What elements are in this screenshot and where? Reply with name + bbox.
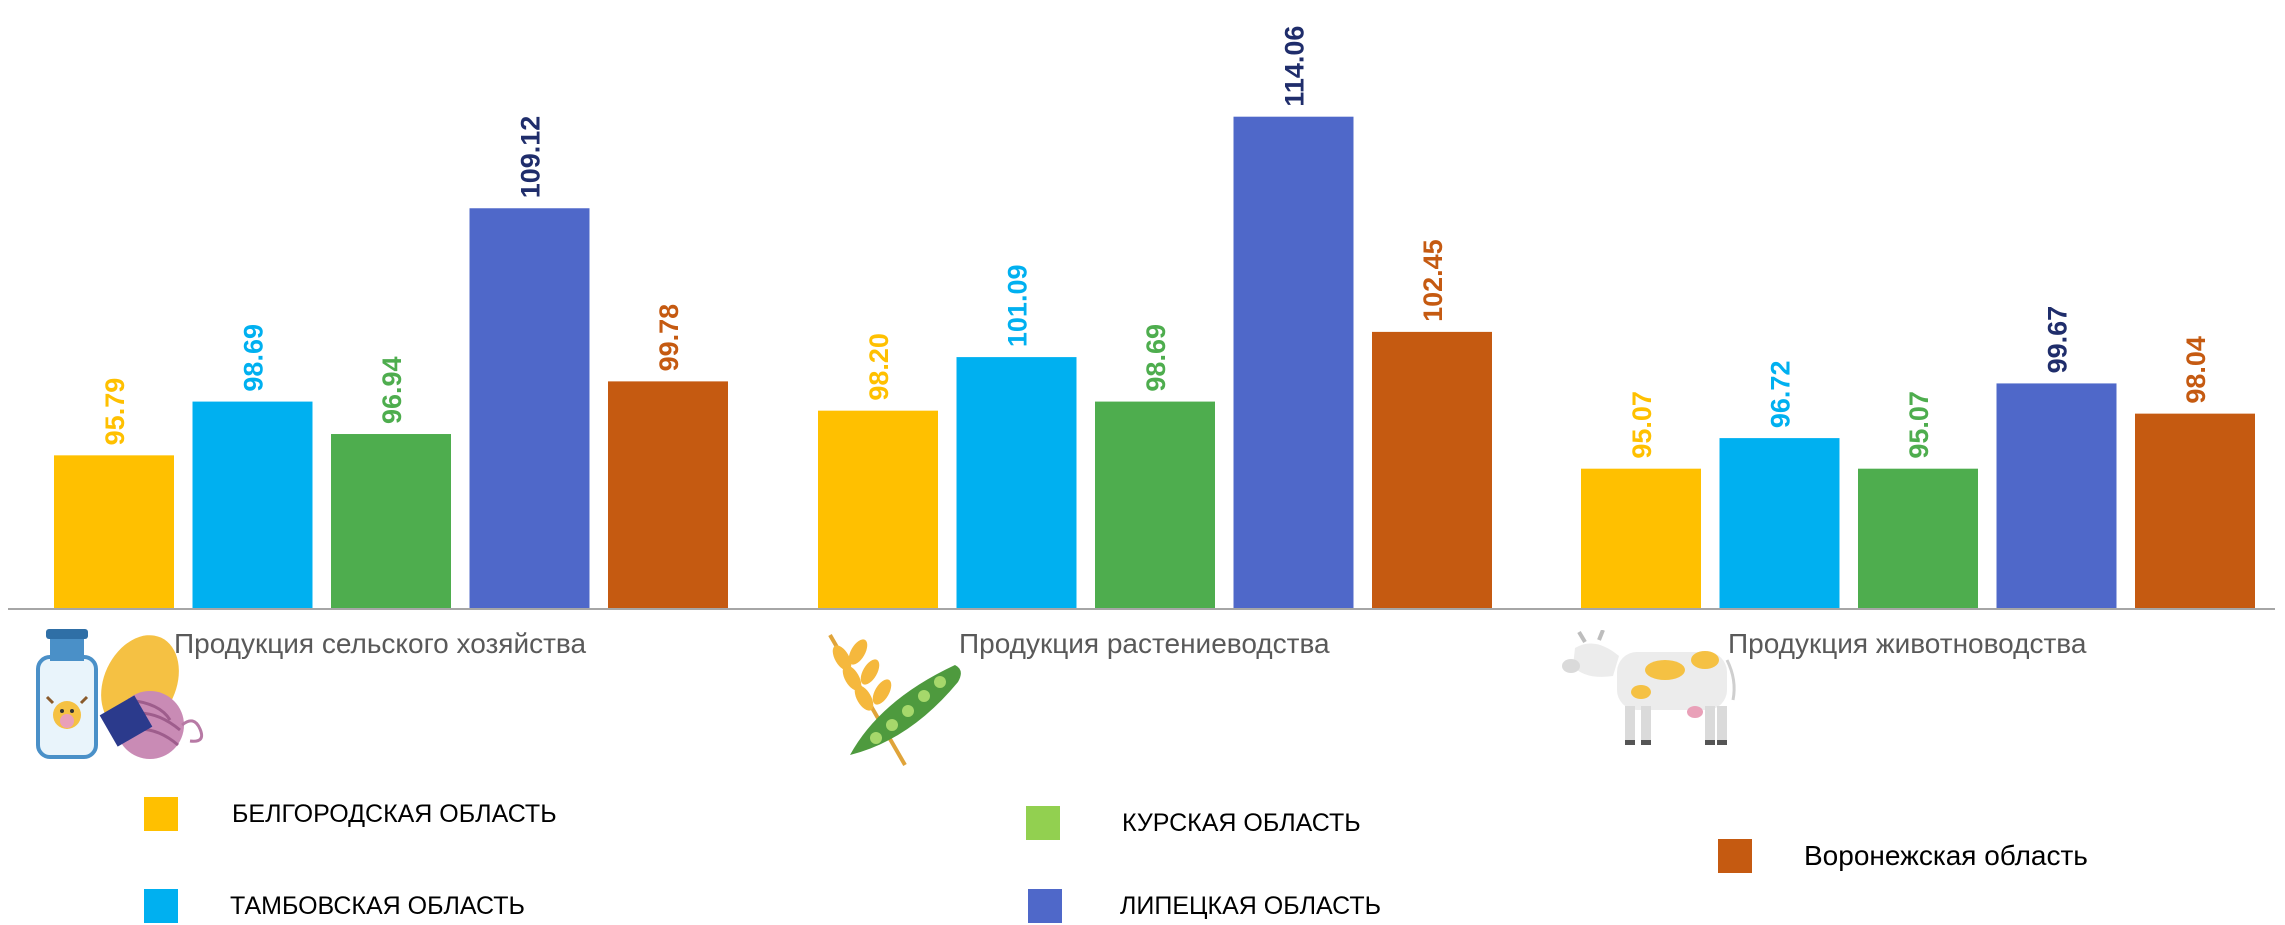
legend-item-lipetsk: ЛИПЕЦКАЯ ОБЛАСТЬ [1028,889,1381,923]
legend-label-lipetsk: ЛИПЕЦКАЯ ОБЛАСТЬ [1120,891,1382,920]
bar-livestock-belgorod [1581,468,1701,609]
category-label-agriculture: Продукция сельского хозяйства [174,628,587,659]
value-label-crops-voronezh: 102.45 [1418,239,1448,322]
legend-item-belgorod: БЕЛГОРОДСКАЯ ОБЛАСТЬ [144,797,557,831]
bars-group [54,116,2255,609]
legend-label-kursk: КУРСКАЯ ОБЛАСТЬ [1122,808,1361,837]
legend-swatch-belgorod [144,797,178,831]
legend-label-voronezh: Воронежская область [1804,840,2088,871]
bar-livestock-tambov [1719,438,1840,609]
legend-swatch-lipetsk [1028,889,1062,923]
wheat-pea-icon [828,634,961,766]
bar-agriculture-lipetsk [469,208,590,609]
legend-item-tambov: ТАМБОВСКАЯ ОБЛАСТЬ [144,889,525,923]
value-label-agriculture-voronezh: 99.78 [654,304,684,372]
legend-label-belgorod: БЕЛГОРОДСКАЯ ОБЛАСТЬ [232,799,557,828]
legend-swatch-tambov [144,889,178,923]
bar-agriculture-kursk [331,434,451,609]
bar-livestock-kursk [1858,468,1978,609]
legend-item-kursk: КУРСКАЯ ОБЛАСТЬ [1026,806,1361,840]
bar-crops-tambov [956,357,1077,609]
value-label-agriculture-tambov: 98.69 [239,324,269,392]
legend-label-tambov: ТАМБОВСКАЯ ОБЛАСТЬ [230,891,525,920]
cow-icon [1562,630,1736,745]
legend-item-voronezh: Воронежская область [1718,839,2088,873]
value-label-livestock-kursk: 95.07 [1904,391,1934,459]
value-labels-group: 95.79 98.69 96.94 109.12 99.78 98.20 101.09 98.… [100,26,2211,459]
value-label-crops-belgorod: 98.20 [864,333,894,401]
value-label-livestock-tambov: 96.72 [1766,361,1796,429]
bar-agriculture-voronezh [608,381,728,609]
legend-swatch-voronezh [1718,839,1752,873]
category-label-livestock: Продукция животноводства [1728,628,2087,659]
legend-swatch-kursk [1026,806,1060,840]
value-label-agriculture-kursk: 96.94 [377,356,407,424]
bar-crops-kursk [1095,401,1215,609]
value-label-crops-tambov: 101.09 [1003,265,1033,348]
value-label-agriculture-belgorod: 95.79 [100,378,130,446]
bar-crops-lipetsk [1233,116,1354,609]
milk-bottle-icon [36,629,204,759]
value-label-livestock-belgorod: 95.07 [1627,391,1657,459]
bar-livestock-voronezh [2135,413,2255,609]
value-label-crops-kursk: 98.69 [1141,324,1171,392]
category-label-crops: Продукция растениеводства [959,628,1330,659]
bar-agriculture-belgorod [54,455,174,609]
value-label-livestock-lipetsk: 99.67 [2043,306,2073,374]
value-label-livestock-voronezh: 98.04 [2181,336,2211,404]
value-label-crops-lipetsk: 114.06 [1280,26,1310,107]
bar-agriculture-tambov [192,401,313,609]
bar-crops-voronezh [1372,331,1492,609]
bar-crops-belgorod [818,410,938,609]
value-label-agriculture-lipetsk: 109.12 [516,116,546,199]
bar-livestock-lipetsk [1996,383,2117,609]
